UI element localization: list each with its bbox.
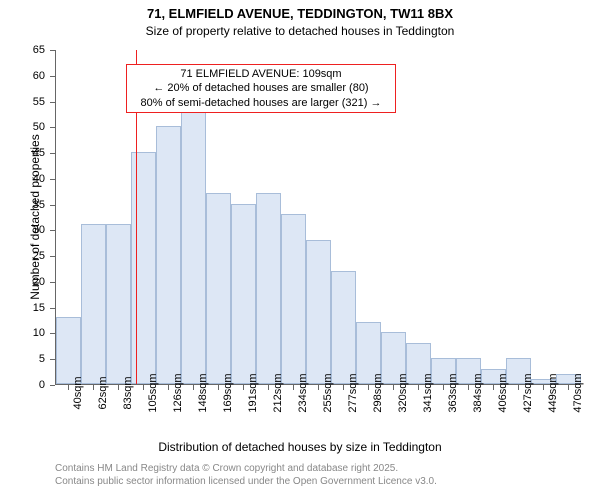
x-tick-label: 40sqm [72,376,84,409]
x-tick-label: 62sqm [97,376,109,409]
x-tick-label: 83sqm [122,376,134,409]
x-tick-label: 105sqm [147,373,159,412]
y-tick-label: 5 [0,353,45,365]
y-tick-label: 25 [0,250,45,262]
y-tick [50,385,55,386]
x-tick [543,385,544,390]
annotation-line: 71 ELMFIELD AVENUE: 109sqm [131,67,391,81]
histogram-bar [81,224,106,384]
x-tick [93,385,94,390]
chart-subtitle: Size of property relative to detached ho… [0,24,600,38]
plot-area: 71 ELMFIELD AVENUE: 109sqm← 20% of detac… [55,50,580,385]
histogram-bar [156,126,181,384]
x-tick [393,385,394,390]
x-tick-label: 449sqm [547,373,559,412]
y-tick-label: 30 [0,224,45,236]
histogram-bar [331,271,356,384]
y-tick-label: 55 [0,96,45,108]
x-tick [418,385,419,390]
y-tick [50,205,55,206]
annotation-box: 71 ELMFIELD AVENUE: 109sqm← 20% of detac… [126,64,396,113]
x-tick [293,385,294,390]
x-tick [493,385,494,390]
property-size-chart: 71, ELMFIELD AVENUE, TEDDINGTON, TW11 8B… [0,0,600,500]
y-tick [50,256,55,257]
x-tick [518,385,519,390]
y-tick-label: 40 [0,173,45,185]
x-tick [368,385,369,390]
chart-title: 71, ELMFIELD AVENUE, TEDDINGTON, TW11 8B… [0,6,600,21]
histogram-bar [281,214,306,384]
y-tick-label: 45 [0,147,45,159]
x-tick-label: 406sqm [497,373,509,412]
annotation-line: ← 20% of detached houses are smaller (80… [131,81,391,95]
y-tick [50,50,55,51]
x-tick-label: 341sqm [422,373,434,412]
x-tick-label: 255sqm [322,373,334,412]
x-tick-label: 126sqm [172,373,184,412]
y-tick-label: 65 [0,44,45,56]
x-tick [193,385,194,390]
x-tick [343,385,344,390]
y-tick [50,153,55,154]
x-tick [218,385,219,390]
y-tick-label: 20 [0,276,45,288]
x-tick-label: 212sqm [272,373,284,412]
histogram-bar [106,224,131,384]
x-tick-label: 191sqm [247,373,259,412]
y-tick [50,308,55,309]
y-tick [50,359,55,360]
x-tick [143,385,144,390]
y-tick [50,282,55,283]
histogram-bar [231,204,256,384]
x-tick [568,385,569,390]
histogram-bar [56,317,81,384]
y-tick-label: 0 [0,379,45,391]
x-tick [443,385,444,390]
histogram-bar [181,106,206,384]
y-tick-label: 15 [0,302,45,314]
histogram-bar [206,193,231,384]
y-tick [50,127,55,128]
x-tick [168,385,169,390]
x-tick [118,385,119,390]
histogram-bar [306,240,331,384]
x-tick [318,385,319,390]
y-tick-label: 35 [0,199,45,211]
y-tick [50,179,55,180]
x-tick-label: 363sqm [447,373,459,412]
x-tick-label: 427sqm [522,373,534,412]
x-tick [243,385,244,390]
histogram-bar [256,193,281,384]
y-tick [50,230,55,231]
x-tick-label: 234sqm [297,373,309,412]
x-tick-label: 148sqm [197,373,209,412]
footer-line-1: Contains HM Land Registry data © Crown c… [0,463,600,474]
y-tick [50,102,55,103]
footer-line-2: Contains public sector information licen… [0,476,600,487]
y-tick [50,76,55,77]
x-tick-label: 277sqm [347,373,359,412]
x-tick [268,385,269,390]
x-tick-label: 470sqm [572,373,584,412]
x-tick [468,385,469,390]
x-tick-label: 169sqm [222,373,234,412]
annotation-line: 80% of semi-detached houses are larger (… [131,96,391,110]
x-tick-label: 384sqm [472,373,484,412]
y-tick [50,333,55,334]
y-tick-label: 10 [0,327,45,339]
y-tick-label: 60 [0,70,45,82]
x-tick-label: 298sqm [372,373,384,412]
y-tick-label: 50 [0,121,45,133]
x-tick-label: 320sqm [397,373,409,412]
x-tick [68,385,69,390]
x-axis-label: Distribution of detached houses by size … [0,440,600,454]
